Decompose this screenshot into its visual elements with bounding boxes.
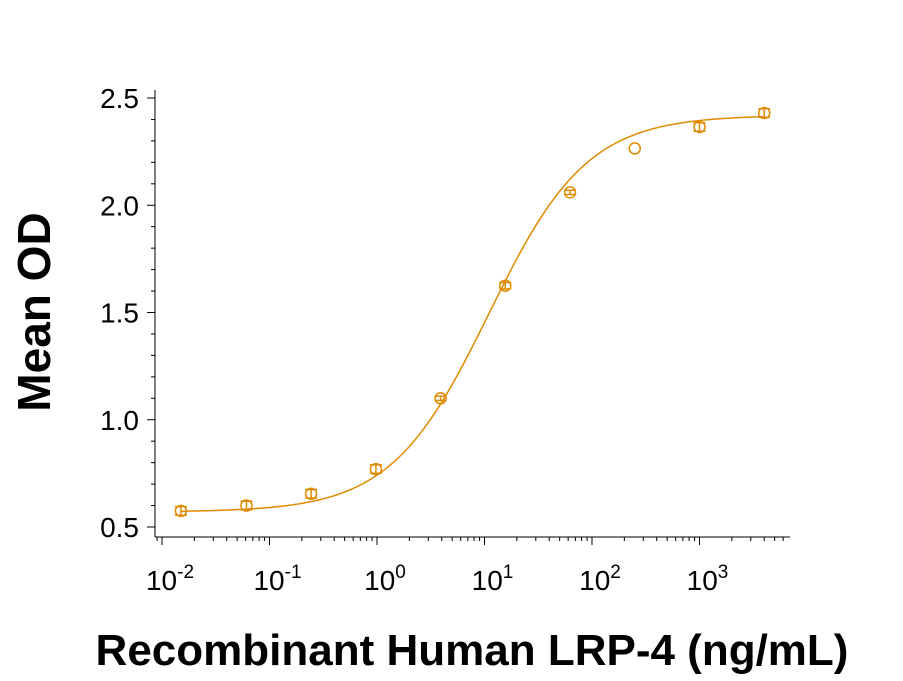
x-tick-label: 101 — [472, 562, 514, 596]
fit-curve — [180, 115, 765, 512]
y-tick-label: 2.0 — [100, 190, 139, 221]
x-tick-label: 102 — [579, 562, 621, 596]
data-point — [757, 106, 771, 120]
data-point — [369, 462, 383, 476]
y-axis: 0.5 1.0 1.5 2.0 2.5 — [100, 83, 156, 543]
data-point — [563, 186, 577, 199]
y-tick-label: 1.5 — [100, 298, 139, 329]
data-point — [304, 487, 318, 501]
y-tick-label: 0.5 — [100, 512, 139, 543]
data-point — [240, 499, 253, 512]
y-tick-label: 2.5 — [100, 83, 139, 114]
x-tick-label: 103 — [687, 562, 729, 596]
data-point — [174, 504, 188, 518]
x-axis: 10-2 10-1 100 101 102 103 — [146, 536, 790, 596]
data-point — [693, 120, 706, 134]
y-axis-title: Mean OD — [8, 212, 60, 411]
x-tick-label: 10-1 — [253, 562, 301, 596]
x-tick-label: 10-2 — [146, 562, 194, 596]
data-point — [628, 142, 642, 155]
data-point — [434, 392, 447, 405]
x-axis-title: Recombinant Human LRP-4 (ng/mL) — [96, 626, 849, 675]
x-tick-label: 100 — [364, 562, 406, 596]
data-point — [499, 279, 512, 292]
plot-area — [174, 106, 771, 518]
y-tick-label: 1.0 — [100, 405, 139, 436]
